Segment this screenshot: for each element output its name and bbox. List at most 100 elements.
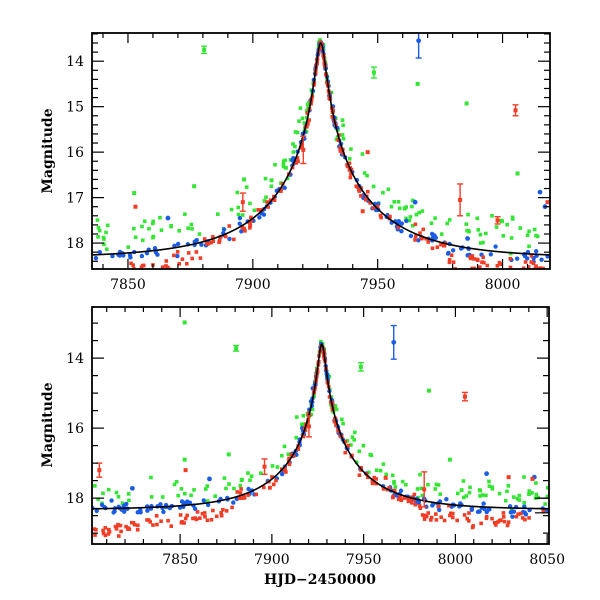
bottom-point-red <box>103 526 108 530</box>
bottom-point-red <box>398 494 402 499</box>
top-point-red <box>527 272 531 276</box>
bottom-point-red <box>107 529 112 534</box>
top-point-green <box>347 156 352 161</box>
top-point-blue <box>127 253 133 258</box>
bottom-point-green <box>506 483 511 488</box>
bottom-x-tick-label: 7950 <box>346 552 382 568</box>
bottom-point-green <box>352 438 357 442</box>
bottom-point-green <box>511 495 516 499</box>
bottom-point-red <box>418 506 423 510</box>
bottom-outlier-red <box>262 464 267 469</box>
bottom-point-red <box>412 497 416 502</box>
top-point-blue <box>93 255 99 261</box>
bottom-point-green <box>149 495 154 499</box>
top-point-blue <box>445 251 451 256</box>
bottom-point-green <box>120 501 125 505</box>
bottom-point-green <box>455 491 460 496</box>
bottom-point-red <box>479 521 483 526</box>
top-point-red <box>209 240 213 245</box>
bottom-point-green <box>189 493 193 498</box>
bottom-point-blue <box>279 471 285 477</box>
top-point-red <box>378 213 383 218</box>
top-point-green <box>414 212 419 217</box>
top-point-green <box>349 147 353 151</box>
bottom-point-red <box>135 527 140 532</box>
top-point-red <box>107 273 111 277</box>
top-point-green <box>386 187 391 192</box>
top-point-green <box>240 213 245 217</box>
top-y-axis-label: Magnitude <box>40 108 56 193</box>
top-outlier-green <box>515 171 520 176</box>
bottom-point-green <box>477 488 482 492</box>
bottom-x-tick-label: 8000 <box>438 552 474 568</box>
top-point-green <box>360 152 365 156</box>
bottom-point-green <box>418 472 422 477</box>
top-point-green <box>158 215 162 220</box>
top-point-red <box>371 206 376 210</box>
top-point-green <box>140 224 144 229</box>
bottom-point-red <box>449 511 453 516</box>
top-y-tick-label: 18 <box>66 236 84 252</box>
bottom-point-red <box>178 513 183 517</box>
top-point-blue <box>433 235 438 240</box>
top-point-green <box>525 233 530 237</box>
bottom-y-tick-label: 16 <box>66 421 84 437</box>
bottom-point-blue <box>179 499 185 504</box>
bottom-point-green <box>530 491 534 495</box>
bottom-point-blue <box>523 512 529 517</box>
top-point-green <box>105 223 110 228</box>
top-point-red <box>480 260 484 264</box>
bottom-point-red <box>94 527 98 532</box>
bottom-point-red <box>127 527 132 531</box>
bottom-point-green <box>478 494 482 498</box>
top-point-red <box>110 273 114 277</box>
bottom-point-red <box>370 479 375 483</box>
bottom-outlier-green <box>182 457 187 462</box>
top-point-red <box>296 159 300 164</box>
top-outlier-red <box>458 197 463 202</box>
top-point-red <box>363 197 368 202</box>
top-point-green <box>235 190 240 195</box>
top-point-red <box>485 263 490 268</box>
top-point-red <box>430 246 435 251</box>
bottom-outlier-red <box>383 475 388 480</box>
top-point-green <box>293 130 298 134</box>
top-point-red <box>92 275 96 279</box>
bottom-point-green <box>350 435 355 439</box>
bottom-point-blue <box>294 452 299 457</box>
bottom-point-green <box>368 452 373 457</box>
bottom-point-green <box>127 498 131 503</box>
top-point-green <box>501 234 506 238</box>
top-point-blue <box>416 238 421 243</box>
top-point-blue <box>199 242 204 247</box>
bottom-axes-frame <box>91 306 550 545</box>
bottom-point-blue <box>124 501 129 507</box>
top-point-blue <box>110 253 115 259</box>
top-point-green <box>466 228 471 233</box>
top-point-blue <box>488 252 494 257</box>
top-point-red <box>447 260 452 265</box>
top-point-green <box>151 219 155 224</box>
top-point-green <box>527 229 531 234</box>
bottom-y-tick-label: 14 <box>66 351 84 367</box>
top-point-green <box>490 213 494 218</box>
bottom-point-red <box>467 519 471 523</box>
bottom-point-red <box>334 421 338 426</box>
bottom-point-green <box>294 415 299 419</box>
top-point-green <box>297 119 301 123</box>
top-point-red <box>508 265 513 269</box>
top-point-red <box>469 256 473 261</box>
top-point-red <box>295 156 300 160</box>
bottom-point-green <box>534 492 539 497</box>
bottom-point-green <box>172 482 177 487</box>
top-point-red <box>160 265 165 269</box>
top-point-green <box>397 206 402 211</box>
top-point-red <box>375 204 380 209</box>
bottom-point-red <box>154 514 159 518</box>
top-point-blue <box>282 185 287 190</box>
top-point-green <box>159 228 164 232</box>
top-point-green <box>105 247 109 252</box>
bottom-point-red <box>169 524 174 528</box>
top-point-blue <box>399 221 405 226</box>
bottom-point-green <box>309 412 314 417</box>
